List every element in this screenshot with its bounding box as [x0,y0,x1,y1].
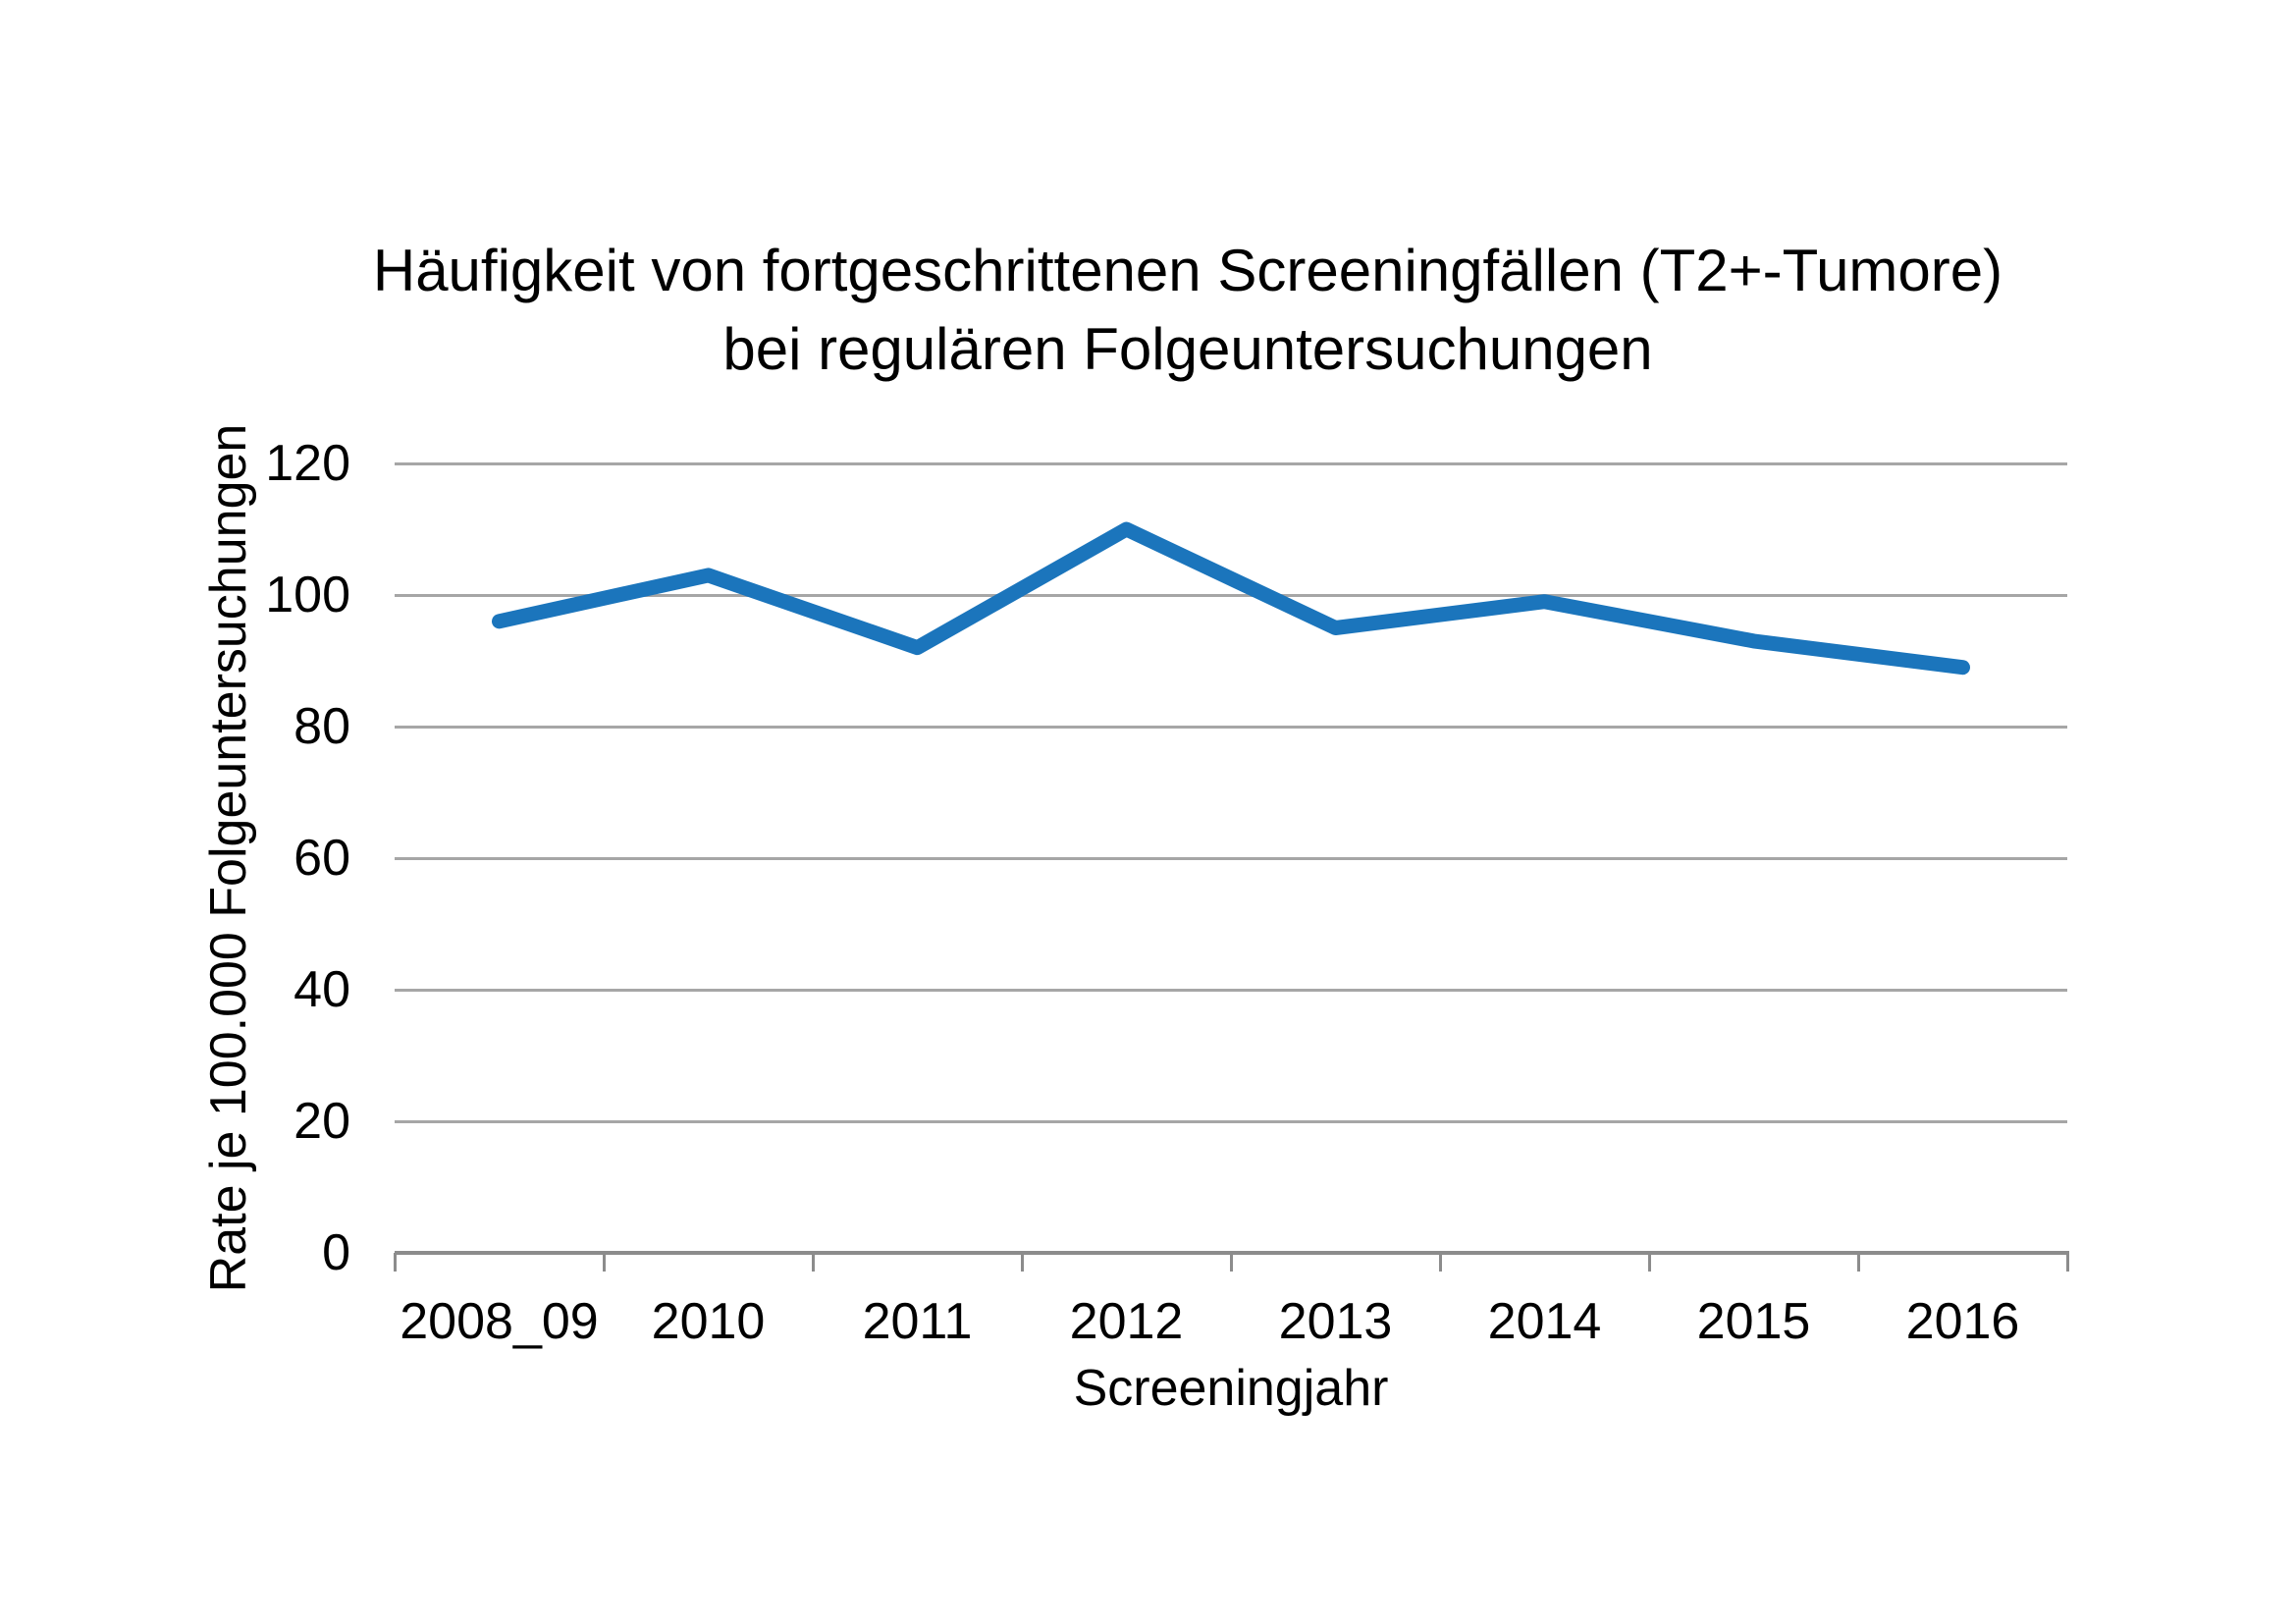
y-tick-label-20: 20 [294,1093,350,1150]
x-tick-label-2015: 2015 [1696,1293,1811,1350]
x-axis-tick [1229,1253,1233,1272]
y-tick-label-40: 40 [294,961,350,1018]
y-tick-label-100: 100 [265,567,350,623]
y-tick-label-80: 80 [294,698,350,755]
data-series-line [492,521,1970,676]
chart-title-line-2: bei regulären Folgeuntersuchungen [722,316,1653,382]
x-axis-tick [1438,1253,1442,1272]
chart-title-line-1: Häufigkeit von fortgeschrittenen Screeni… [372,238,2003,303]
chart-title: Häufigkeit von fortgeschrittenen Screeni… [304,232,2071,389]
gridline-80 [395,725,2067,729]
x-axis-tick [1647,1253,1651,1272]
x-axis-title: Screeningjahr [1073,1360,1389,1417]
x-axis-tick [811,1253,815,1272]
series-polyline [492,521,1970,676]
gridline-60 [395,856,2067,860]
gridline-20 [395,1119,2067,1123]
x-axis-tick [2065,1253,2069,1272]
gridline-100 [395,593,2067,597]
x-tick-label-2014: 2014 [1487,1293,1602,1350]
x-axis-tick [1856,1253,1860,1272]
x-axis-tick [602,1253,606,1272]
y-tick-label-120: 120 [265,435,350,492]
y-tick-label-0: 0 [322,1224,350,1281]
x-tick-label-2016: 2016 [1905,1293,2020,1350]
gridline-120 [395,461,2067,465]
x-tick-label-2010: 2010 [651,1293,766,1350]
y-tick-label-60: 60 [294,830,350,887]
x-axis-tick [393,1253,397,1272]
x-tick-label-2008_09: 2008_09 [400,1293,599,1350]
x-tick-label-2013: 2013 [1278,1293,1393,1350]
x-axis-tick [1020,1253,1024,1272]
gridline-40 [395,988,2067,992]
x-tick-label-2011: 2011 [862,1293,973,1350]
x-tick-label-2012: 2012 [1069,1293,1184,1350]
